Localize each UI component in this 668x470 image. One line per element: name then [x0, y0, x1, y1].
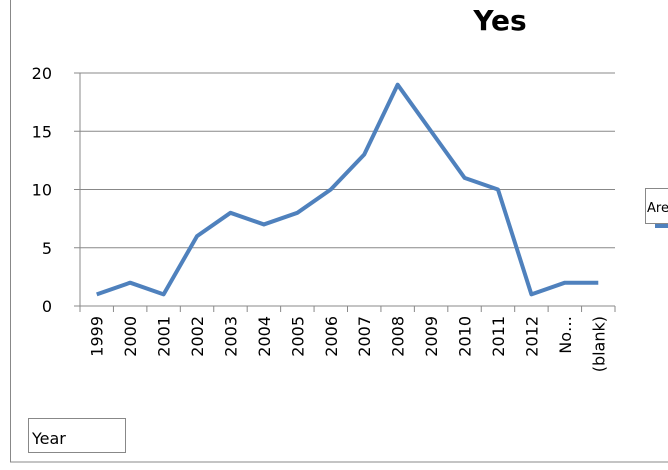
legend-label: Are — [647, 201, 668, 216]
legend-box — [645, 188, 668, 224]
x-tick-label: 2007 — [355, 316, 374, 357]
x-tick-label: 2004 — [255, 316, 274, 357]
chart-title: Yes — [472, 4, 526, 37]
x-tick-label: 1999 — [88, 316, 107, 357]
line-series — [96, 82, 599, 297]
x-tick-label: 2009 — [422, 316, 441, 357]
x-tick-label: 2003 — [221, 316, 240, 357]
x-tick-label: 2000 — [121, 316, 140, 357]
field-button-label: Year — [31, 429, 66, 448]
x-tick-label: 2012 — [522, 316, 541, 357]
y-tick-label: 10 — [32, 181, 52, 200]
x-tick-label: No… — [556, 316, 575, 354]
x-tick-label: (blank) — [589, 316, 608, 372]
x-tick-label: 2008 — [389, 316, 408, 357]
x-tick-label: 2006 — [322, 316, 341, 357]
x-tick-label: 2002 — [188, 316, 207, 357]
chart-border — [10, 0, 668, 463]
field-button[interactable] — [28, 418, 126, 453]
x-tick-label: 2010 — [456, 316, 475, 357]
y-tick-label: 0 — [42, 297, 52, 316]
y-tick-label: 20 — [32, 64, 52, 83]
y-tick-label: 15 — [32, 122, 52, 141]
x-tick-label: 2005 — [288, 316, 307, 357]
y-tick-label: 5 — [42, 239, 52, 258]
x-tick-label: 2001 — [155, 316, 174, 357]
x-tick-label: 2011 — [489, 316, 508, 357]
